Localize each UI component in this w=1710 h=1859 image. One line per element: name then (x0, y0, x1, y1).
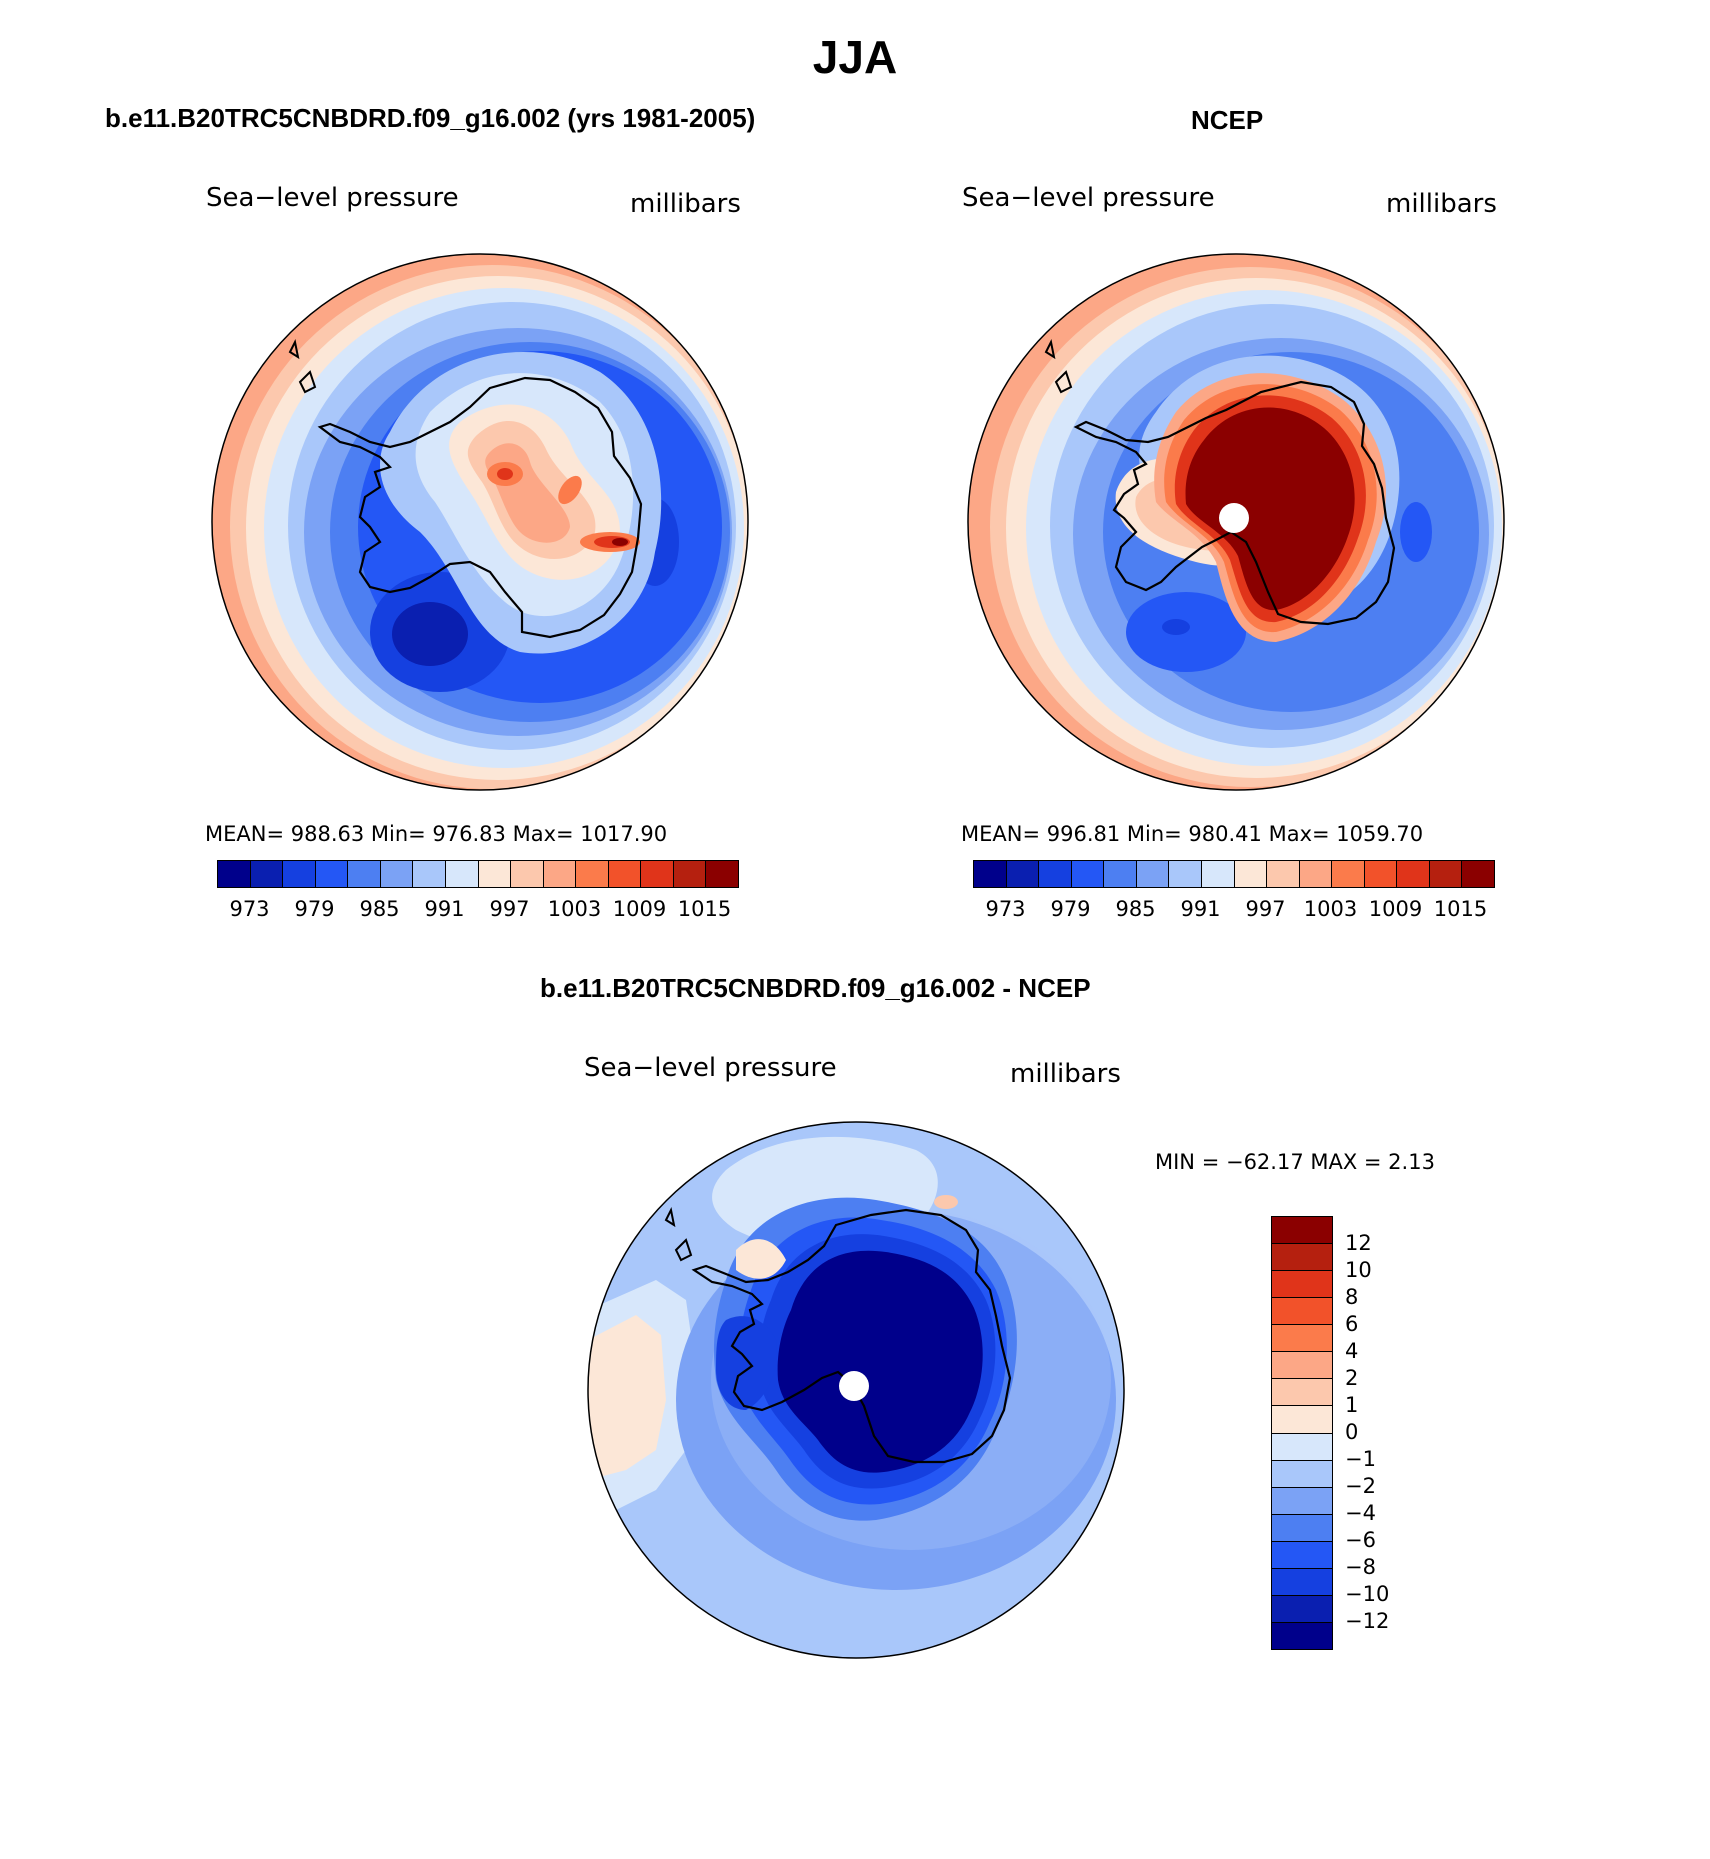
panel2-variable-label: Sea−level pressure (962, 183, 1215, 213)
panel3-colorbar-tick: 6 (1345, 1312, 1359, 1336)
panel3-colorbar-tick: −4 (1345, 1501, 1376, 1525)
pole-hole-marker (1219, 503, 1249, 533)
panel2-colorbar-tick: 973 (985, 897, 1026, 921)
panel1-colorbar-tick: 973 (229, 897, 270, 921)
panel1-colorbar-labels: 973 979 985 991 997 1003 1009 1015 (217, 897, 737, 923)
panel2-colorbar-tick: 985 (1115, 897, 1156, 921)
panel2-stats: MEAN= 996.81 Min= 980.41 Max= 1059.70 (961, 822, 1424, 846)
panel1-colorbar-tick: 991 (424, 897, 465, 921)
panel1-units-label: millibars (630, 189, 741, 219)
panel1-colorbar-tick: 979 (294, 897, 335, 921)
panel1-stats: MEAN= 988.63 Min= 976.83 Max= 1017.90 (205, 822, 668, 846)
panel3-colorbar-tick: −8 (1345, 1555, 1376, 1579)
panel3-colorbar-tick: 1 (1345, 1393, 1359, 1417)
panel1-variable-label: Sea−level pressure (206, 183, 459, 213)
panel1-colorbar (217, 860, 739, 888)
panel3-stats: MIN = −62.17 MAX = 2.13 (1155, 1150, 1435, 1174)
panel2-units-label: millibars (1386, 189, 1497, 219)
panel3-colorbar-tick: 0 (1345, 1420, 1359, 1444)
panel3-colorbar-tick: 4 (1345, 1339, 1359, 1363)
panel3-colorbar-tick: 8 (1345, 1285, 1359, 1309)
panel3-colorbar-tick: −1 (1345, 1447, 1376, 1471)
panel1-colorbar-tick: 1003 (547, 897, 602, 921)
panel2-colorbar-tick: 1003 (1303, 897, 1358, 921)
panel3-colorbar-tick: −6 (1345, 1528, 1376, 1552)
panel3-colorbar-tick: −2 (1345, 1474, 1376, 1498)
panel2-colorbar-tick: 997 (1245, 897, 1286, 921)
pole-hole-marker (839, 1371, 869, 1401)
panel3-polar-map (587, 1121, 1125, 1659)
panel1-colorbar-tick: 997 (489, 897, 530, 921)
panel3-colorbar-tick: −12 (1345, 1609, 1390, 1633)
panel2-colorbar (973, 860, 1495, 888)
panel3-colorbar (1271, 1216, 1333, 1650)
panel3-units-label: millibars (1010, 1059, 1121, 1089)
panel3-variable-label: Sea−level pressure (584, 1053, 837, 1083)
panel2-title: NCEP (1191, 105, 1264, 135)
panel1-colorbar-tick: 1009 (612, 897, 667, 921)
figure-title: JJA (812, 31, 898, 83)
panel3-colorbar-tick: 2 (1345, 1366, 1359, 1390)
panel2-colorbar-tick: 979 (1050, 897, 1091, 921)
panel2-colorbar-labels: 973 979 985 991 997 1003 1009 1015 (973, 897, 1493, 923)
panel2-colorbar-tick: 1015 (1433, 897, 1488, 921)
panel1-title: b.e11.B20TRC5CNBDRD.f09_g16.002 (yrs 198… (105, 103, 756, 133)
panel3-colorbar-tick: 12 (1345, 1231, 1372, 1255)
panel2-colorbar-tick: 1009 (1368, 897, 1423, 921)
panel2-colorbar-tick: 991 (1180, 897, 1221, 921)
panel3-title: b.e11.B20TRC5CNBDRD.f09_g16.002 - NCEP (540, 973, 1091, 1003)
panel1-colorbar-tick: 985 (359, 897, 400, 921)
panel3-colorbar-tick: 10 (1345, 1258, 1372, 1282)
panel1-polar-map (211, 253, 749, 791)
panel1-colorbar-tick: 1015 (677, 897, 732, 921)
panel3-colorbar-tick: −10 (1345, 1582, 1390, 1606)
panel2-polar-map (967, 253, 1505, 791)
